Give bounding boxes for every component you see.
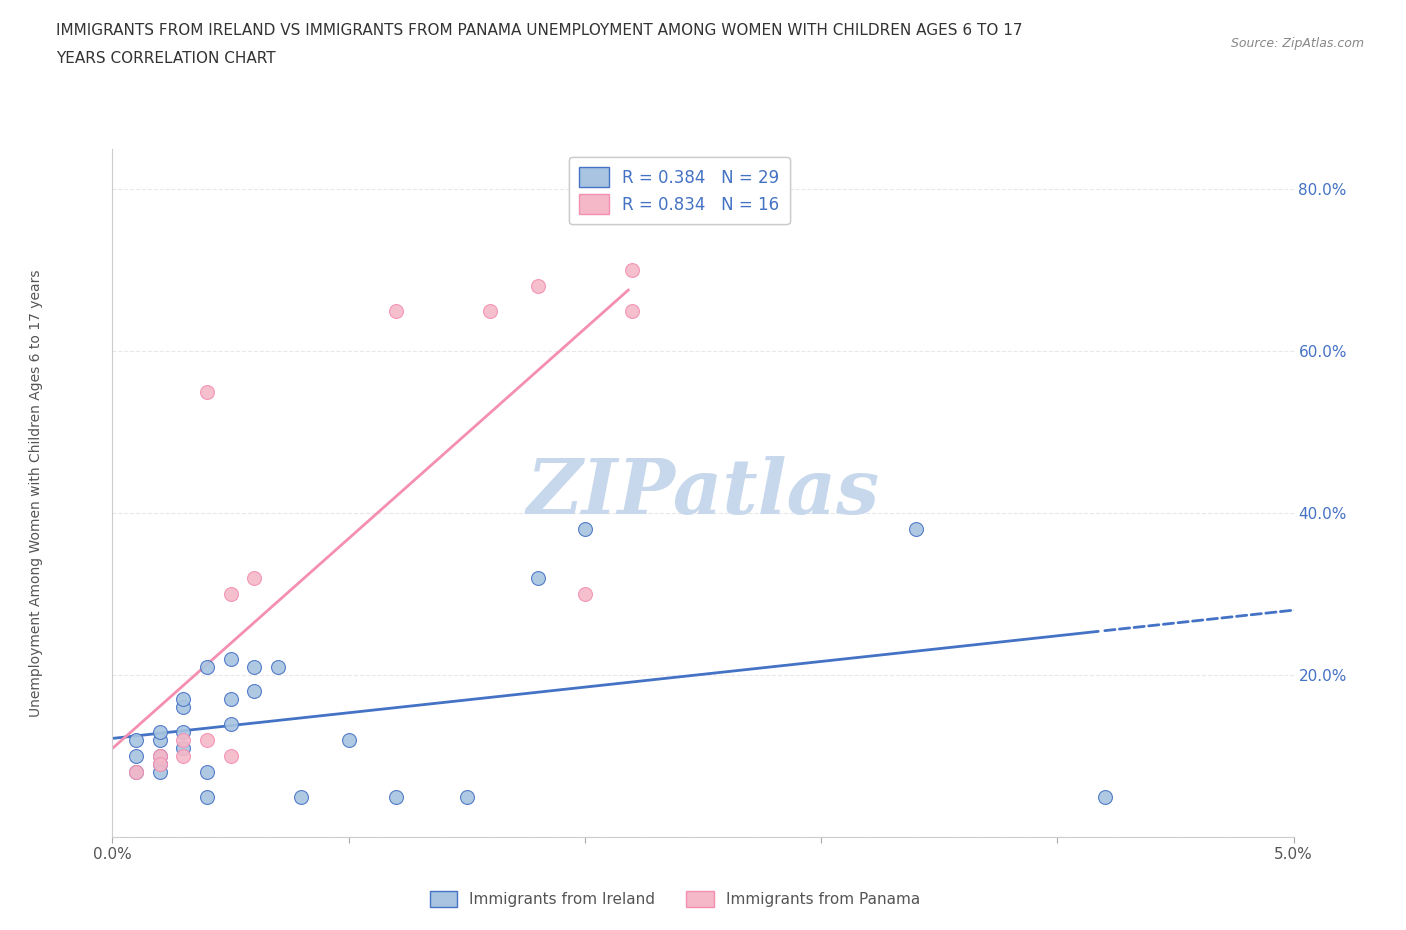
Point <box>149 757 172 772</box>
Point <box>172 724 194 739</box>
Point <box>337 733 360 748</box>
Point <box>621 263 644 278</box>
Point <box>219 749 242 764</box>
Point <box>125 764 148 779</box>
Point <box>195 789 218 804</box>
Point <box>125 749 148 764</box>
Point <box>172 700 194 715</box>
Point <box>904 522 927 537</box>
Point <box>219 692 242 707</box>
Text: IMMIGRANTS FROM IRELAND VS IMMIGRANTS FROM PANAMA UNEMPLOYMENT AMONG WOMEN WITH : IMMIGRANTS FROM IRELAND VS IMMIGRANTS FR… <box>56 23 1022 38</box>
Point <box>456 789 478 804</box>
Point <box>574 522 596 537</box>
Legend: Immigrants from Ireland, Immigrants from Panama: Immigrants from Ireland, Immigrants from… <box>423 884 927 913</box>
Point <box>219 587 242 602</box>
Point <box>195 764 218 779</box>
Point <box>172 749 194 764</box>
Point <box>243 659 266 674</box>
Point <box>243 570 266 585</box>
Point <box>149 749 172 764</box>
Point <box>125 764 148 779</box>
Point <box>125 733 148 748</box>
Point <box>385 789 408 804</box>
Point <box>149 764 172 779</box>
Text: YEARS CORRELATION CHART: YEARS CORRELATION CHART <box>56 51 276 66</box>
Legend: R = 0.384   N = 29, R = 0.834   N = 16: R = 0.384 N = 29, R = 0.834 N = 16 <box>569 157 790 224</box>
Point <box>195 733 218 748</box>
Point <box>621 303 644 318</box>
Point <box>1094 789 1116 804</box>
Text: Unemployment Among Women with Children Ages 6 to 17 years: Unemployment Among Women with Children A… <box>28 269 42 717</box>
Point <box>149 724 172 739</box>
Point <box>479 303 502 318</box>
Point <box>195 659 218 674</box>
Point <box>290 789 312 804</box>
Point <box>149 733 172 748</box>
Point <box>267 659 290 674</box>
Text: Source: ZipAtlas.com: Source: ZipAtlas.com <box>1230 37 1364 50</box>
Point <box>172 740 194 755</box>
Point <box>172 692 194 707</box>
Point <box>219 716 242 731</box>
Point <box>526 279 548 294</box>
Point <box>526 570 548 585</box>
Point <box>243 684 266 698</box>
Point <box>149 757 172 772</box>
Point <box>574 587 596 602</box>
Point <box>172 733 194 748</box>
Text: ZIPatlas: ZIPatlas <box>526 456 880 530</box>
Point <box>195 384 218 399</box>
Point <box>219 651 242 666</box>
Point <box>385 303 408 318</box>
Point <box>149 749 172 764</box>
